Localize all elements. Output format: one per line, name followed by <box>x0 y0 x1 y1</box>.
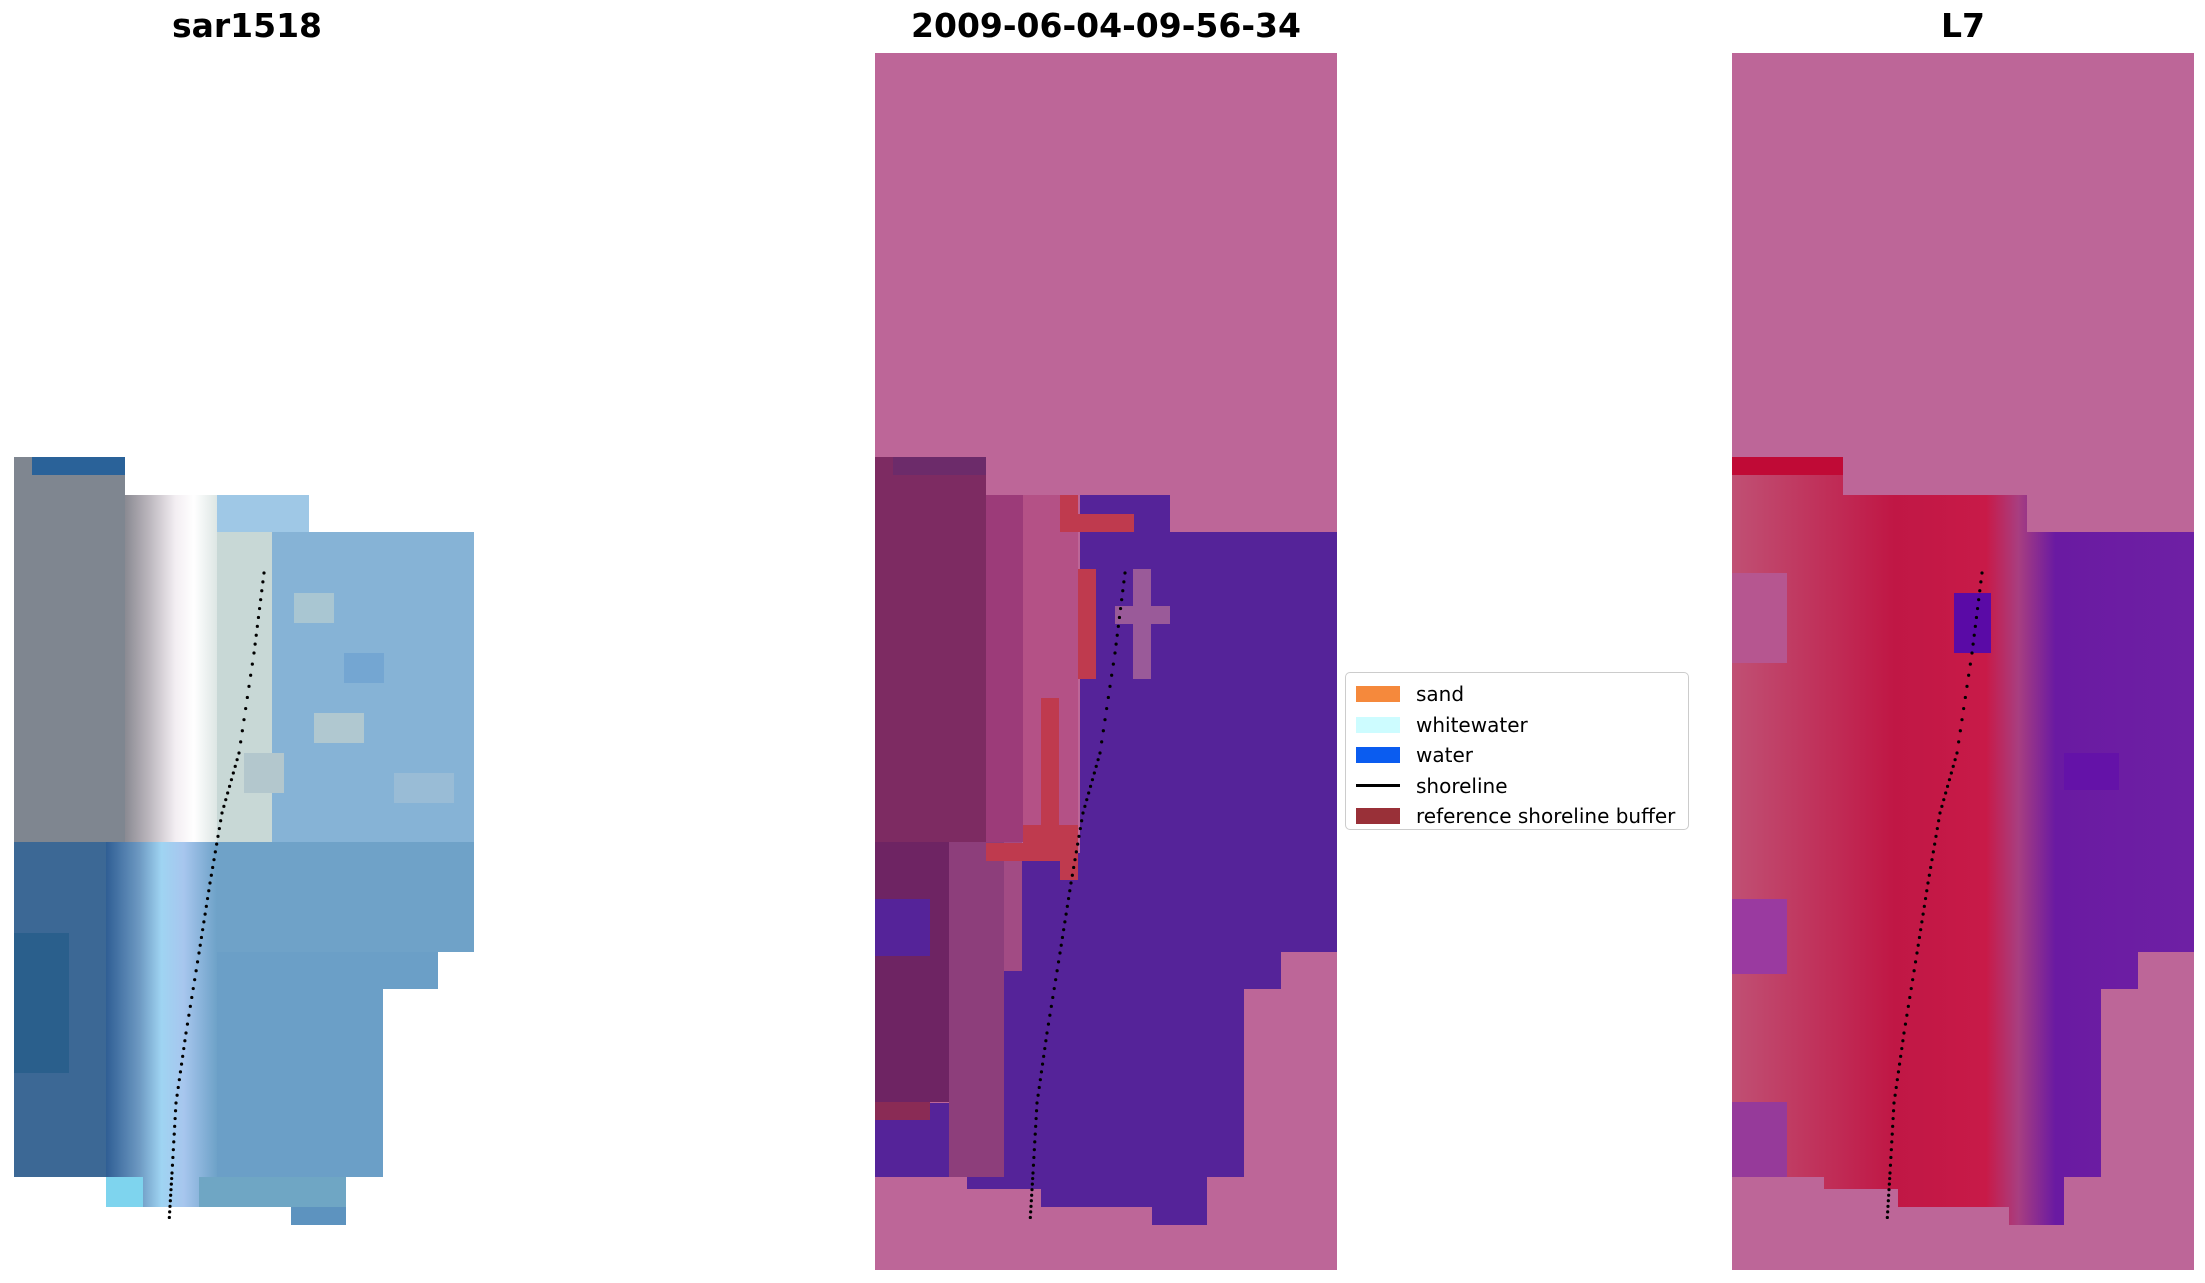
legend-label: water <box>1416 743 1473 768</box>
panel-title-classified: 2009-06-04-09-56-34 <box>911 6 1301 45</box>
panel-title-rgb: sar1518 <box>171 6 323 45</box>
legend-item-whitewater: whitewater <box>1356 710 1678 741</box>
index-image <box>1732 53 2194 1270</box>
legend-label: reference shoreline buffer <box>1416 804 1676 829</box>
legend-swatch-water <box>1356 747 1400 764</box>
legend-label: shoreline <box>1416 773 1508 798</box>
legend-label: whitewater <box>1416 712 1528 737</box>
legend-item-sand: sand <box>1356 679 1678 710</box>
legend-swatch-sand <box>1356 686 1400 703</box>
legend-item-water: water <box>1356 740 1678 771</box>
rgb-image-panel <box>14 53 476 1270</box>
panel-title-index: L7 <box>1941 6 1985 45</box>
legend-item-shoreline: shoreline <box>1356 771 1678 802</box>
legend-swatch-whitewater <box>1356 716 1400 733</box>
legend: sand whitewater water shoreline referenc… <box>1345 672 1689 830</box>
legend-item-reference-buffer: reference shoreline buffer <box>1356 801 1678 832</box>
classified-image-panel <box>875 53 1337 1270</box>
legend-swatch-shoreline <box>1356 784 1400 788</box>
legend-swatch-reference-buffer <box>1356 808 1400 825</box>
classified-image <box>875 53 1337 1270</box>
index-image-panel <box>1732 53 2194 1270</box>
legend-label: sand <box>1416 682 1465 707</box>
rgb-image <box>14 457 474 1225</box>
